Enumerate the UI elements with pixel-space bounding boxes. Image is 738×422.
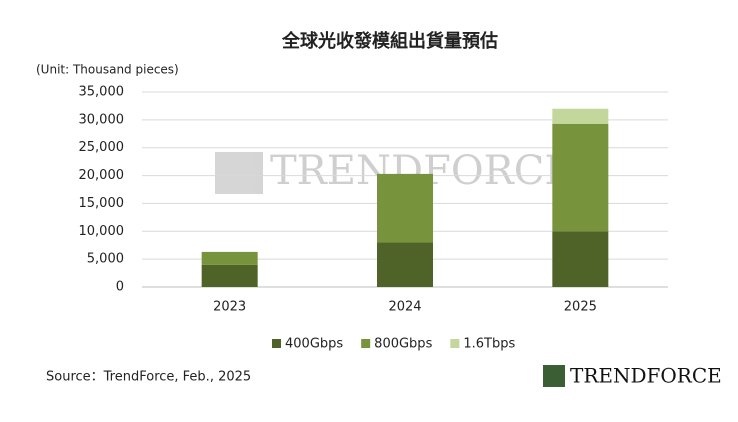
legend-label: 1.6Tbps [463,337,515,352]
logo: TRENDFORCE [570,364,722,388]
logo-icon [543,365,565,387]
chart-title: 全球光收發模組出貨量預估 [281,30,498,52]
y-tick-label: 0 [116,280,124,295]
legend-label: 400Gbps [285,337,343,352]
legend-swatch [450,339,460,348]
bar-segment [377,242,433,287]
y-tick-label: 15,000 [79,196,125,211]
bar-segment [201,264,258,287]
unit-label: (Unit: Thousand pieces) [36,63,179,77]
bar-segment [377,173,433,243]
bar-segment [201,251,258,265]
y-tick-label: 25,000 [79,140,125,155]
bar-segment [552,123,609,232]
x-tick-label: 2024 [388,300,421,315]
y-tick-label: 35,000 [79,85,125,100]
bar-segment [552,108,609,124]
watermark-icon [215,152,263,194]
x-tick-label: 2023 [213,300,246,315]
y-tick-label: 10,000 [79,224,125,239]
x-tick-label: 2025 [564,300,597,315]
y-tick-label: 5,000 [87,252,124,267]
legend-swatch [361,339,371,348]
y-tick-label: 30,000 [79,112,125,127]
source: Source：TrendForce, Feb., 2025 [46,370,251,385]
legend-label: 800Gbps [374,337,432,352]
y-tick-label: 20,000 [79,168,125,183]
legend-swatch [272,339,281,348]
bar-segment [552,231,609,287]
